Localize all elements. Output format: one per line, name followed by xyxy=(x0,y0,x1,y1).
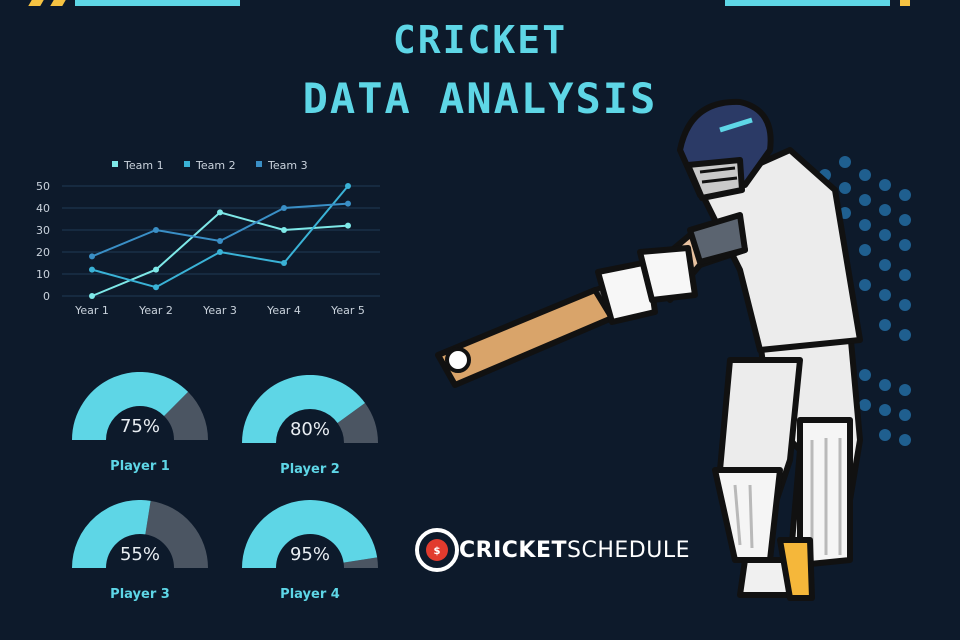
top-deco-tick xyxy=(900,0,910,6)
data-point xyxy=(345,200,351,207)
legend-swatch xyxy=(112,161,118,167)
ball-icon xyxy=(445,347,471,373)
data-point xyxy=(217,238,223,244)
data-point xyxy=(281,260,287,266)
gloves xyxy=(595,245,698,325)
brand-part-1: CRICKET xyxy=(459,537,567,563)
y-tick-label: 10 xyxy=(36,268,50,281)
y-tick-label: 30 xyxy=(36,224,50,237)
legend-label: Team 2 xyxy=(195,159,236,172)
x-tick-label: Year 4 xyxy=(266,304,301,317)
x-tick-label: Year 1 xyxy=(74,304,109,317)
legend-label: Team 1 xyxy=(123,159,164,172)
gauge-arc xyxy=(72,500,208,569)
gauge-player-name: Player 3 xyxy=(110,587,170,602)
legend-label: Team 3 xyxy=(267,159,308,172)
data-point xyxy=(281,205,287,211)
top-deco-bar-right xyxy=(725,0,890,6)
top-deco-tick xyxy=(50,0,66,6)
gauge-player-1: 75% Player 1 xyxy=(70,372,210,482)
title-line-2: DATA ANALYSIS xyxy=(302,74,658,123)
gauge-player-name: Player 2 xyxy=(280,462,340,477)
data-point xyxy=(345,222,351,229)
helmet xyxy=(677,98,774,201)
top-deco-bar-left xyxy=(75,0,240,6)
gauge-arc xyxy=(242,375,378,444)
y-tick-label: 0 xyxy=(43,290,50,303)
series-line xyxy=(91,185,349,289)
gauge-fill xyxy=(72,372,189,441)
y-tick-label: 20 xyxy=(36,246,50,259)
logo-badge-glyph: $ xyxy=(434,546,441,557)
gauge-arc xyxy=(242,500,378,569)
line-chart: 0 10 20 30 40 50 Year 1 Year 2 Year 3 Year 4 Year … xyxy=(36,159,380,317)
gauge-fill xyxy=(242,375,366,444)
data-point xyxy=(89,266,95,273)
y-tick-label: 40 xyxy=(36,202,50,215)
cricket-ball-logo-icon: $ xyxy=(415,528,459,572)
data-point xyxy=(153,227,159,233)
pad-lines xyxy=(733,438,842,555)
gauge-percent: 80% xyxy=(289,419,330,440)
legs xyxy=(712,327,863,568)
data-point xyxy=(217,249,223,255)
data-point xyxy=(153,266,159,273)
x-tick-label: Year 2 xyxy=(138,304,173,317)
batsman-illustration xyxy=(435,98,911,601)
data-point xyxy=(217,209,223,216)
x-tick-label: Year 3 xyxy=(202,304,237,317)
gauge-player-name: Player 4 xyxy=(280,587,340,602)
data-point xyxy=(281,227,287,233)
gauge-percent: 75% xyxy=(119,416,160,437)
x-tick-label: Year 5 xyxy=(330,304,365,317)
gauge-fill xyxy=(242,500,378,569)
data-point xyxy=(153,284,159,291)
gauge-remainder xyxy=(343,557,378,569)
gauge-player-3: 55% Player 3 xyxy=(70,500,210,610)
gauge-player-4: 95% Player 4 xyxy=(240,500,380,610)
gauge-player-name: Player 1 xyxy=(110,459,170,474)
title-line-1: CRICKET xyxy=(392,18,568,62)
gauge-arc xyxy=(72,372,208,441)
gauge-remainder xyxy=(163,391,208,441)
y-tick-label: 50 xyxy=(36,180,50,193)
data-point xyxy=(345,183,351,189)
legend-swatch xyxy=(184,161,190,167)
top-deco-tick xyxy=(28,0,44,6)
gauge-percent: 95% xyxy=(289,544,330,565)
gauge-percent: 55% xyxy=(119,544,160,565)
data-point xyxy=(89,293,95,299)
gauge-remainder xyxy=(337,403,378,444)
data-point xyxy=(89,253,95,260)
brand-logo: $ CRICKET SCHEDULE xyxy=(415,525,690,575)
gauge-remainder xyxy=(144,500,208,569)
gauge-player-2: 80% Player 2 xyxy=(240,375,380,485)
legend-swatch xyxy=(256,161,262,167)
gauge-fill xyxy=(72,500,151,569)
torso xyxy=(697,147,863,353)
brand-part-2: SCHEDULE xyxy=(567,537,690,563)
shoes xyxy=(737,537,815,601)
